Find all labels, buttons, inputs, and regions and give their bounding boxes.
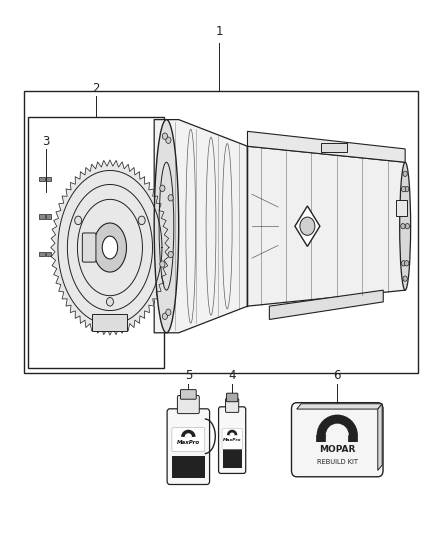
Bar: [92, 314, 127, 330]
Circle shape: [401, 223, 405, 229]
FancyBboxPatch shape: [222, 429, 242, 449]
Circle shape: [405, 187, 409, 192]
Circle shape: [166, 309, 171, 316]
Ellipse shape: [399, 162, 411, 290]
FancyBboxPatch shape: [172, 427, 205, 452]
Text: 4: 4: [228, 369, 236, 382]
FancyBboxPatch shape: [167, 409, 210, 484]
FancyBboxPatch shape: [226, 399, 239, 413]
Polygon shape: [295, 206, 320, 246]
Polygon shape: [154, 119, 247, 333]
Ellipse shape: [154, 119, 179, 333]
FancyBboxPatch shape: [177, 395, 199, 414]
Bar: [46, 177, 51, 181]
Circle shape: [405, 261, 409, 266]
Polygon shape: [247, 131, 405, 162]
Text: 6: 6: [333, 369, 341, 382]
Circle shape: [300, 217, 315, 236]
Text: MaxPro: MaxPro: [223, 438, 241, 442]
Bar: [321, 143, 347, 152]
Circle shape: [162, 313, 168, 319]
Bar: [46, 214, 51, 219]
Bar: [39, 252, 45, 256]
Polygon shape: [247, 146, 405, 306]
FancyBboxPatch shape: [219, 407, 246, 473]
Bar: [46, 252, 51, 256]
Circle shape: [162, 133, 168, 139]
Circle shape: [75, 216, 82, 224]
Circle shape: [168, 252, 173, 258]
Text: 3: 3: [42, 135, 49, 148]
Bar: [39, 177, 45, 181]
Text: 5: 5: [185, 369, 192, 382]
Bar: [28, 117, 164, 368]
Circle shape: [403, 171, 407, 176]
Circle shape: [160, 261, 165, 267]
Circle shape: [401, 261, 406, 266]
FancyBboxPatch shape: [82, 233, 96, 262]
Text: MOPAR: MOPAR: [319, 445, 356, 454]
Circle shape: [401, 187, 406, 192]
Circle shape: [403, 276, 407, 281]
Circle shape: [106, 297, 113, 306]
Polygon shape: [93, 223, 127, 272]
Bar: [172, 456, 205, 478]
Text: REBUILD KIT: REBUILD KIT: [317, 459, 358, 465]
Bar: [396, 199, 407, 215]
Circle shape: [138, 216, 145, 224]
Text: 2: 2: [92, 82, 100, 95]
Polygon shape: [378, 404, 382, 471]
Circle shape: [166, 137, 171, 143]
Circle shape: [160, 185, 165, 191]
Text: MaxPro: MaxPro: [177, 440, 200, 445]
Text: 1: 1: [215, 26, 223, 38]
FancyBboxPatch shape: [291, 403, 383, 477]
Polygon shape: [102, 236, 118, 259]
Bar: [39, 214, 45, 219]
FancyBboxPatch shape: [180, 390, 196, 399]
Polygon shape: [51, 160, 169, 335]
Polygon shape: [269, 290, 383, 319]
Polygon shape: [297, 404, 382, 409]
Circle shape: [405, 223, 410, 229]
FancyBboxPatch shape: [226, 393, 238, 402]
Bar: [223, 449, 242, 468]
Circle shape: [168, 195, 173, 201]
Bar: [24, 91, 418, 373]
